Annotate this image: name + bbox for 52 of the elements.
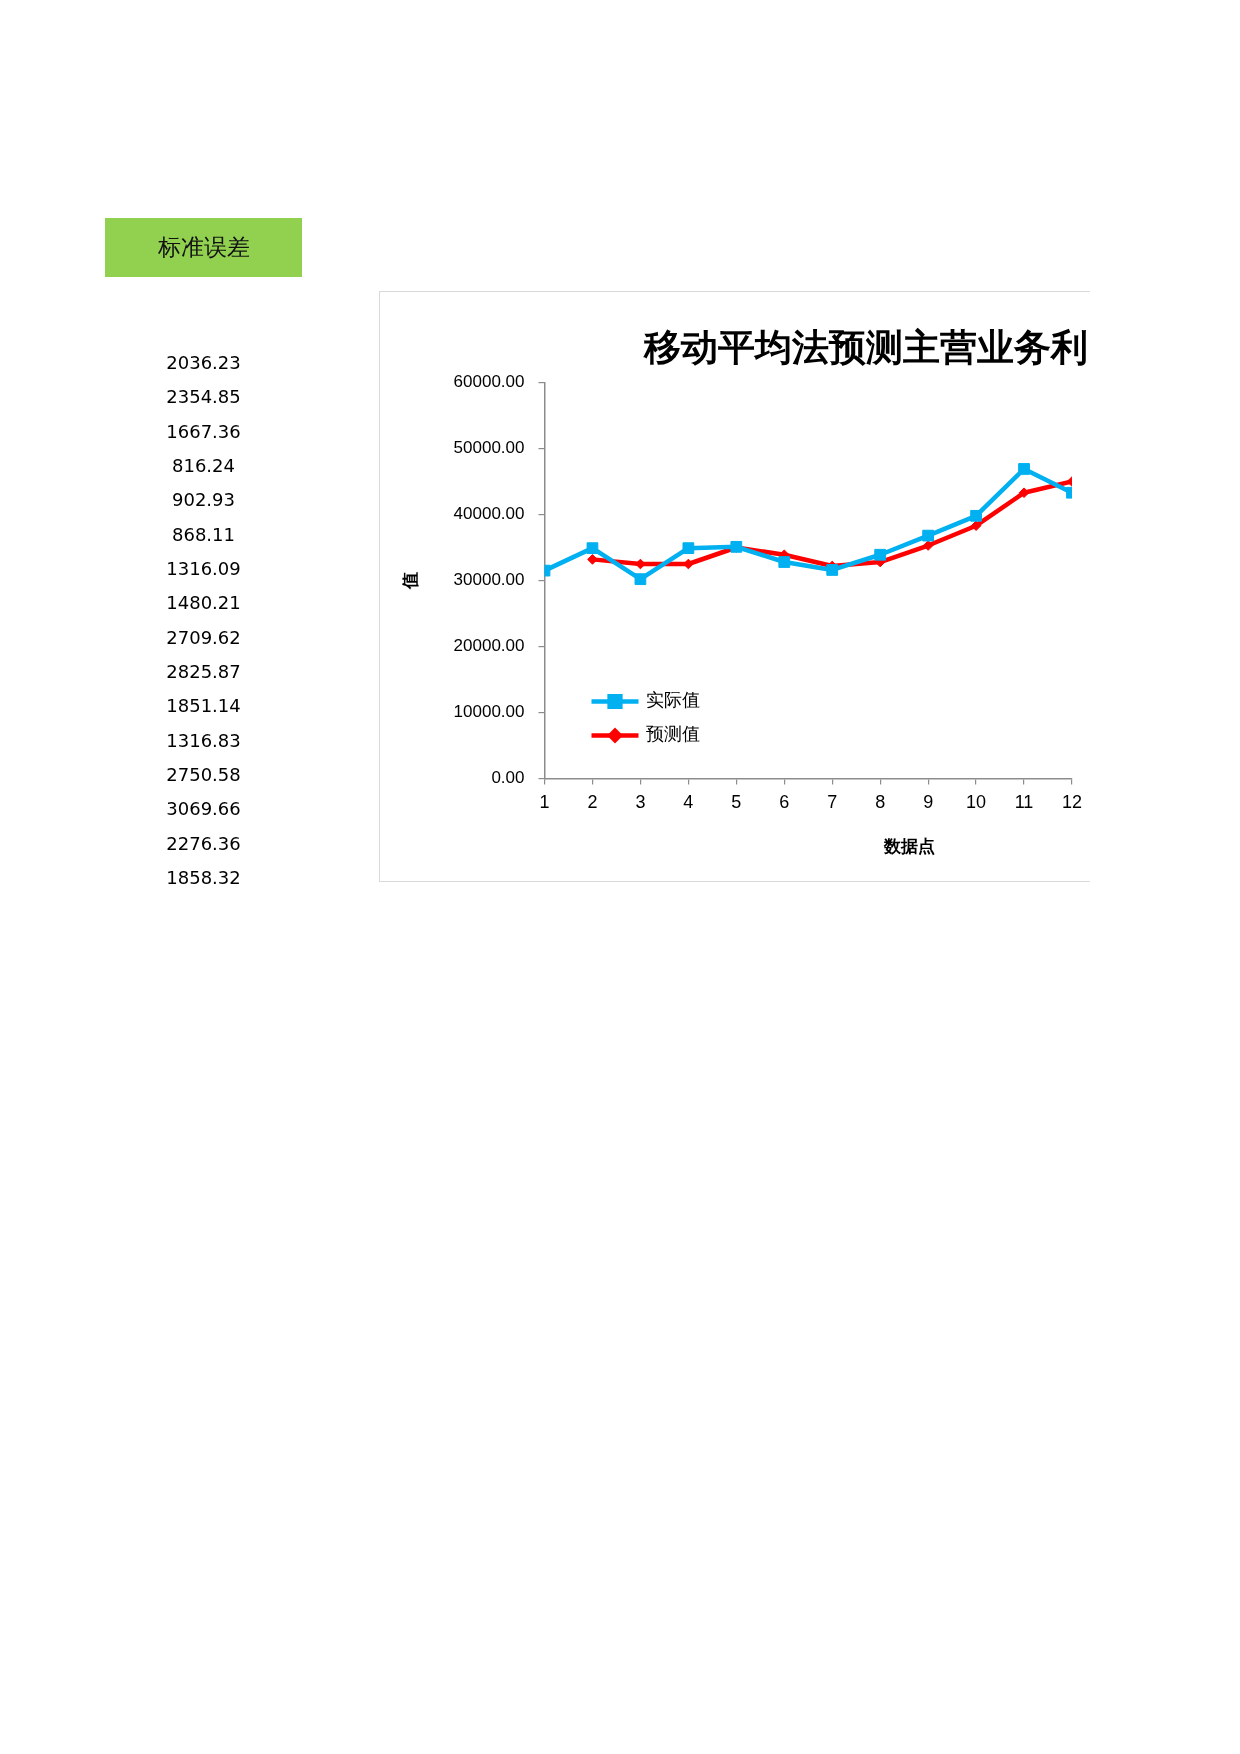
y-tick-label: 20000.00 bbox=[453, 636, 525, 656]
text: 2354.85 bbox=[165, 385, 242, 410]
text: 1858.32 bbox=[165, 865, 242, 890]
text: 2825.87 bbox=[165, 659, 242, 684]
point bbox=[970, 520, 982, 532]
point bbox=[778, 556, 791, 568]
x-tick-label: 11 bbox=[1014, 792, 1034, 813]
point bbox=[970, 509, 982, 522]
x-tick-label: 4 bbox=[683, 792, 694, 813]
x-tick-label: 1 bbox=[539, 792, 550, 813]
text: 1667.36 bbox=[165, 419, 242, 444]
x-tick-label: 6 bbox=[779, 792, 790, 813]
x-tick-label: 8 bbox=[875, 792, 886, 813]
y-tick-label: 50000.00 bbox=[453, 438, 525, 458]
x-axis-title: 数据点 bbox=[883, 836, 936, 857]
legend-label: 实际值 bbox=[645, 689, 700, 711]
point bbox=[922, 540, 934, 551]
text: 2709.62 bbox=[165, 625, 242, 650]
point bbox=[682, 542, 695, 555]
x-tick-label: 5 bbox=[731, 792, 742, 813]
text: 标准误差 bbox=[105, 218, 302, 277]
text: 816.24 bbox=[171, 454, 236, 478]
text: 3069.66 bbox=[165, 797, 242, 822]
point bbox=[874, 548, 887, 561]
text: 1851.14 bbox=[165, 694, 242, 719]
text: 1480.21 bbox=[165, 591, 242, 616]
x-tick-label: 10 bbox=[966, 792, 987, 813]
x-tick-label: 7 bbox=[827, 792, 838, 813]
y-tick-label: 10000.00 bbox=[453, 702, 525, 722]
y-tick-label: 0.00 bbox=[491, 768, 525, 788]
text: 902.93 bbox=[171, 488, 236, 513]
text: 1316.09 bbox=[165, 556, 242, 581]
text: 2036.23 bbox=[165, 351, 242, 375]
point bbox=[1018, 463, 1030, 475]
x-tick-label: 9 bbox=[923, 792, 934, 813]
legend-label: 预测值 bbox=[645, 723, 700, 745]
text: 1316.83 bbox=[165, 728, 242, 753]
text: 2276.36 bbox=[165, 831, 242, 856]
text: 2750.58 bbox=[165, 762, 242, 787]
y-tick-label: 30000.00 bbox=[453, 570, 525, 590]
x-tick-label: 3 bbox=[635, 792, 646, 813]
point bbox=[634, 573, 647, 586]
y-axis-title: 值 bbox=[399, 572, 420, 590]
x-tick-label: 2 bbox=[587, 792, 598, 813]
y-tick-label: 40000.00 bbox=[453, 504, 525, 524]
x-tick-label: 12 bbox=[1061, 792, 1082, 813]
text: 868.11 bbox=[171, 522, 236, 547]
point bbox=[922, 529, 934, 542]
point bbox=[586, 542, 599, 555]
chart-title: 移动平均法预测主营业务利 bbox=[644, 326, 1088, 369]
y-tick-label: 60000.00 bbox=[453, 372, 525, 392]
point bbox=[826, 564, 839, 576]
